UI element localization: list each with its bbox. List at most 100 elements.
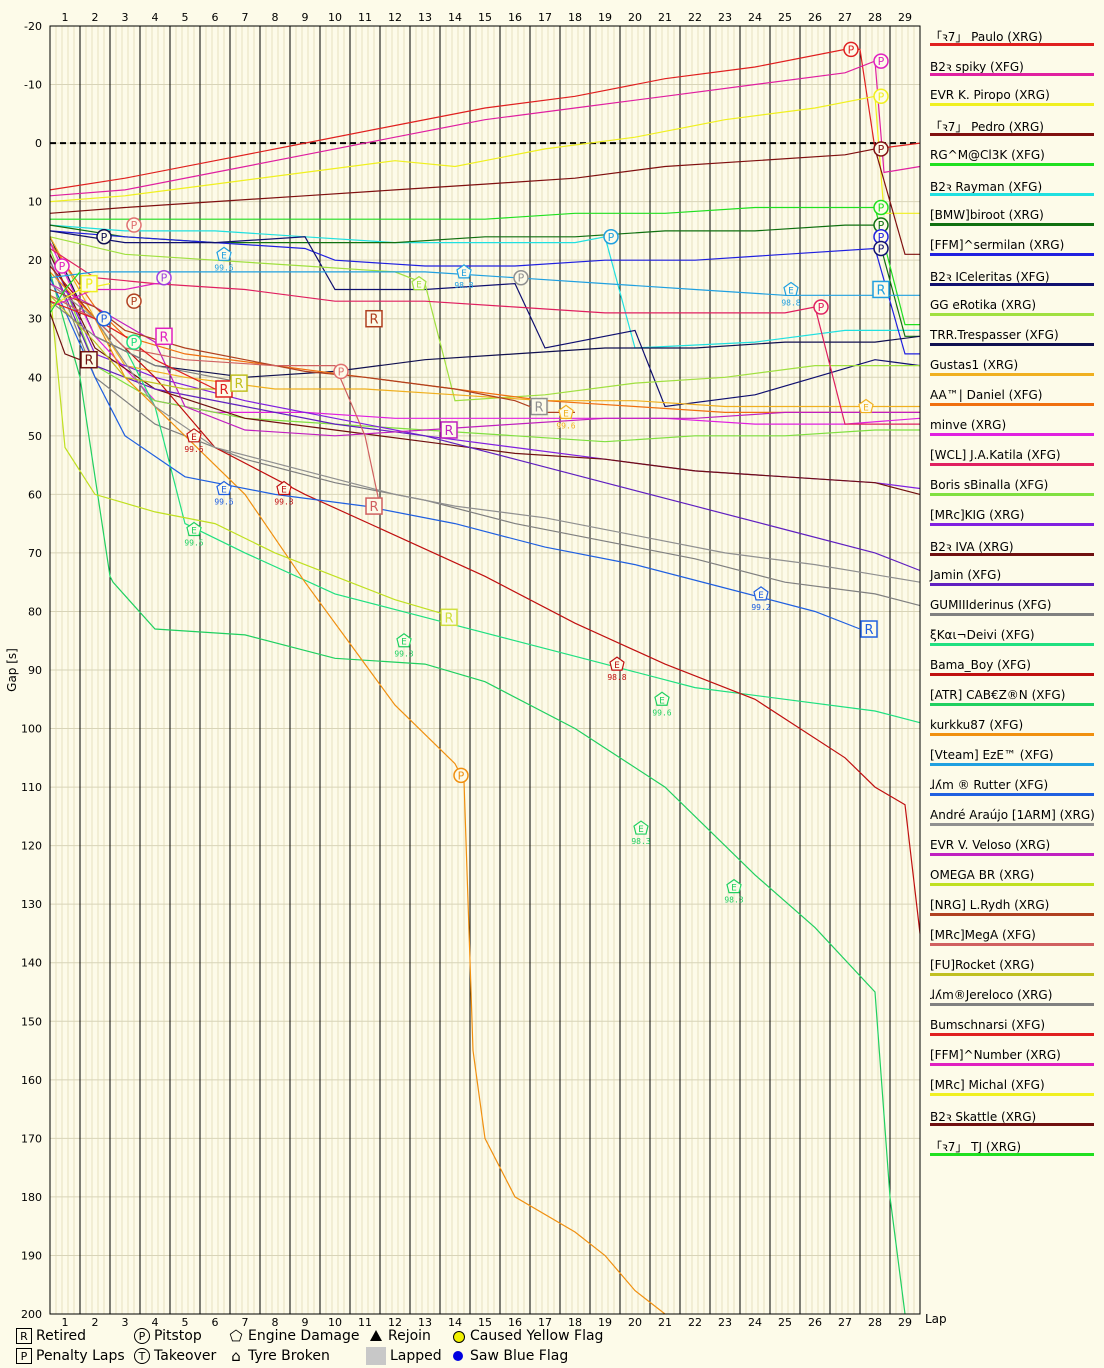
engine-damage-marker-letter: E [221,486,227,496]
marker-pitstop: P [873,240,889,257]
x-tick-label-bottom: 10 [328,1316,342,1329]
legend-item: B2ꝛ spiky (XFG) [930,56,1096,86]
legend-color-swatch [930,313,1094,316]
retired-marker-letter: R [864,623,873,638]
y-tick-label: 150 [21,1015,42,1028]
x-tick-label-top: 20 [628,11,642,24]
legend-color-swatch [930,1003,1094,1006]
retired-marker [365,497,383,515]
key-takeover-label: Takeover [154,1348,217,1364]
pitstop-marker-letter: P [878,231,885,244]
engine-damage-marker [633,820,649,835]
legend-color-swatch [930,283,1094,286]
engine-damage-value: 99.2 [751,603,770,612]
pitstop-marker [873,53,889,69]
series-line-32 [49,300,246,384]
legend-color-swatch [930,433,1094,436]
engine-damage-marker [858,398,874,414]
x-tick-label-bottom: 7 [242,1316,249,1329]
legend-item: 「ꝛ7」 Pedro (XRG) [930,116,1096,146]
x-tick-label-top: 2 [92,11,99,24]
retired-marker [860,620,878,638]
marker-engine: E 98.8 [781,281,801,307]
legend-color-swatch [930,643,1094,646]
engine-damage-marker [726,878,742,894]
x-tick-label-bottom: 4 [152,1316,159,1329]
y-tick-label: 170 [21,1132,42,1145]
legend-item: GG eRotika (XRG) [930,296,1096,326]
y-tick-label: 50 [28,430,42,443]
pitstop-marker [873,240,889,257]
x-tick-label-bottom: 29 [898,1316,912,1329]
pitstop-marker-letter: P [101,313,108,326]
retired-marker [365,309,383,328]
marker-pitstop: P [873,53,889,69]
pitstop-marker [333,363,349,380]
engine-damage-marker [186,428,202,443]
engine-damage-marker [216,246,232,261]
legend-item: ξKαι¬Deivi (XFG) [930,626,1096,656]
retired-marker-letter: R [534,401,543,416]
legend-driver-name: [FFM]^Number (XRG) [930,1048,1061,1062]
legend-color-swatch [930,523,1094,526]
legend-driver-name: GUMIIIderinus (XFG) [930,598,1052,612]
x-tick-label-bottom: 23 [718,1316,732,1329]
marker-engine: E 98.8 [607,656,627,682]
x-tick-label-top: 16 [508,11,522,24]
legend-driver-name: 「ꝛ7」 Paulo (XRG) [930,30,1043,44]
legend-driver-name: ɺʎm ® Rutter (XFG) [930,778,1049,792]
y-tick-label: 100 [21,723,42,736]
y-tick-label: 80 [28,605,42,618]
engine-damage-value: 99.6 [652,708,671,717]
y-tick-label: 130 [21,898,42,911]
x-tick-label-top: 14 [448,11,462,24]
pitstop-marker-letter: P [878,90,885,103]
engine-damage-marker-letter: E [191,526,197,536]
marker-engine: E 99.3 [394,632,414,659]
legend-item: [NRG] L.Rydh (XRG) [930,896,1096,926]
x-tick-label-top: 3 [122,11,129,24]
legend-item: RG^M@Cl3K (XFG) [930,146,1096,176]
marker-pitstop: P [603,229,619,245]
legend-color-swatch [930,583,1094,586]
legend-driver-name: 「ꝛ7」 Pedro (XRG) [930,120,1044,134]
x-tick-label-bottom: 25 [778,1316,792,1329]
y-tick-label: 190 [21,1249,42,1262]
legend-item: AA™| Daniel (XFG) [930,386,1096,416]
pitstop-marker [843,41,859,58]
retired-marker-letter: R [159,330,168,345]
pitstop-marker [453,767,469,784]
legend-color-swatch [930,973,1094,976]
legend-driver-name: GG eRotika (XRG) [930,298,1037,312]
legend-driver-name: Jamin (XFG) [930,568,1002,582]
pitstop-marker-letter: P [878,201,885,214]
series-line-28 [49,289,456,618]
legend-item: B2ꝛ ICeleritas (XFG) [930,266,1096,296]
legend-item: [FU]Rocket (XRG) [930,956,1096,986]
y-tick-label: 110 [21,781,42,794]
legend-item: TRR.Trespasser (XFG) [930,326,1096,356]
legend-item: B2ꝛ Rayman (XFG) [930,176,1096,206]
series-line-13 [49,242,921,425]
engine-damage-marker-letter: E [731,884,737,894]
pitstop-marker-letter: P [338,365,345,378]
pitstop-marker-letter: P [518,272,525,285]
legend-item: minve (XRG) [930,416,1096,446]
series-line-22 [49,271,906,1315]
x-tick-label-top: 15 [478,11,492,24]
legend-driver-name: [NRG] L.Rydh (XRG) [930,898,1050,912]
series-line-5 [49,224,920,349]
pitstop-marker-letter: P [878,242,885,255]
legend-item: 「ꝛ7」 Paulo (XRG) [930,26,1096,56]
engine-damage-marker-letter: E [281,486,287,496]
series-line-27 [49,283,920,437]
key-blue-flag: Saw Blue Flag [450,1346,568,1366]
legend-item: [WCL] J.A.Katila (XFG) [930,446,1096,476]
x-tick-label-bottom: 11 [358,1316,372,1329]
pitstop-marker-letter: P [458,769,465,782]
pitstop-icon: P [134,1328,150,1344]
pitstop-marker [126,293,142,309]
legend-color-swatch [930,463,1094,466]
lapped-icon [366,1347,386,1365]
